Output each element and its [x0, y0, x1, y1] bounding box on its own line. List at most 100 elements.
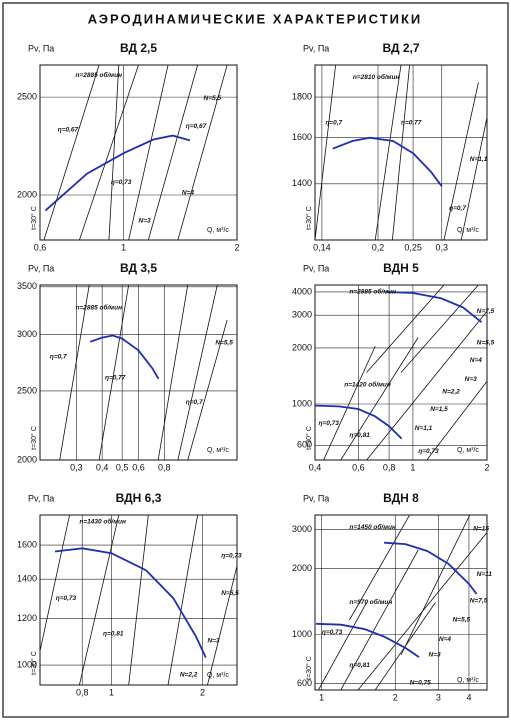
chart: ВДН 5 Pv, Па Q, м³/с t=30° C 0,4 0,6 0,8 1 2 600 1… [292, 261, 495, 472]
plot-frame [314, 514, 488, 691]
annotation: n=970 об/мин [349, 598, 392, 606]
performance-curve [386, 291, 483, 323]
temperature-note: t=30° C [305, 206, 313, 230]
system-lines [315, 65, 487, 240]
system-line [400, 285, 479, 373]
chart-title: ВДН 8 [383, 491, 419, 505]
y-tick-label: 1600 [292, 132, 312, 142]
system-line [366, 285, 445, 373]
system-line [392, 65, 410, 240]
annotation: N=4 [439, 636, 451, 643]
annotation: N=5,5 [477, 339, 495, 346]
annotation: N=1,1 [415, 425, 433, 432]
annotation: η=0,73 [322, 629, 343, 636]
x-tick-label: 0,6 [352, 462, 365, 472]
x-tick-label: 0,4 [309, 462, 322, 472]
annotation: N=2,2 [442, 388, 460, 395]
chart: ВД 3,5 Pv, Па Q, м³/с t=30° C 0,3 0,4 0,5 0,6 0,… [17, 261, 238, 472]
x-axis-label: Q, м³/с [457, 447, 479, 454]
annotation: N=4 [182, 189, 194, 196]
annotation: N=3 [139, 217, 151, 224]
temperature-note: t=30° C [305, 426, 313, 450]
y-tick-label: 2000 [292, 563, 312, 573]
y-axis-label: Pv, Па [303, 43, 329, 53]
x-tick-label: 0,8 [76, 687, 89, 697]
annotation: η=0,67 [58, 126, 79, 133]
y-tick-label: 1400 [17, 574, 37, 584]
y-tick-label: 600 [297, 678, 312, 688]
system-line [366, 310, 487, 460]
system-line [400, 515, 471, 656]
system-lines [59, 285, 228, 460]
annotation: N=7,5 [470, 597, 488, 604]
performance-curve [384, 541, 478, 595]
x-tick-label: 2 [200, 687, 205, 697]
performance-curve [54, 547, 207, 658]
annotation: N=7,5 [477, 308, 495, 315]
chart-title: ВД 3,5 [120, 261, 157, 275]
y-tick-label: 1000 [292, 629, 312, 639]
annotation: N=4 [470, 357, 482, 364]
annotation: η=0,7 [325, 119, 342, 126]
system-line [315, 65, 337, 240]
x-tick-label: 0,8 [383, 462, 396, 472]
annotation: η=0,81 [349, 662, 370, 669]
system-line [460, 117, 487, 240]
system-line [177, 65, 228, 240]
x-tick-label: 0,8 [158, 462, 171, 472]
performance-curve [316, 622, 420, 658]
annotation: n=2810 об/мин [353, 73, 400, 81]
system-line [147, 65, 198, 240]
system-line [40, 515, 70, 652]
x-tick-label: 1 [121, 242, 126, 252]
x-axis-label: Q, м³/с [457, 677, 479, 684]
system-line [443, 82, 479, 240]
system-line [340, 549, 419, 690]
system-line [167, 515, 198, 685]
system-line [426, 381, 487, 460]
y-tick-label: 2000 [17, 454, 37, 464]
system-line [43, 65, 100, 240]
chart-title: ВДН 6,3 [116, 491, 162, 505]
y-tick-label: 1600 [17, 539, 37, 549]
annotation: N=3 [207, 638, 219, 645]
temperature-note: t=30° C [30, 426, 38, 450]
y-tick-label: 2500 [17, 385, 37, 395]
annotation: N=0,75 [410, 680, 432, 687]
annotation: η=0,81 [349, 432, 370, 439]
performance-curve [332, 136, 443, 187]
annotation: η=0,7 [50, 353, 67, 360]
x-tick-label: 0,25 [404, 242, 422, 252]
system-line [340, 337, 419, 460]
temperature-note: t=30° C [30, 651, 38, 675]
annotation: η=0,7 [186, 399, 203, 406]
system-line [128, 515, 149, 685]
y-axis-label: Pv, Па [28, 263, 54, 273]
system-line [157, 285, 189, 460]
system-line [128, 65, 169, 240]
system-lines [318, 515, 487, 690]
x-axis-label: Q, м³/с [207, 227, 229, 234]
chart: ВД 2,5 Pv, Па Q, м³/с t=30° C 0,6 1 2 2000 2500 n… [17, 41, 240, 252]
x-tick-label: 1 [319, 692, 324, 702]
chart-title: ВД 2,5 [120, 41, 157, 55]
annotation: n=2885 об/мин [349, 288, 396, 296]
performance-curve [315, 404, 403, 440]
system-line [187, 319, 228, 460]
annotation: n=2885 об/мин [75, 303, 122, 311]
y-axis-label: Pv, Па [28, 493, 54, 503]
system-line [79, 65, 139, 240]
annotation: n=2885 об/мин [75, 71, 122, 79]
x-tick-label: 3 [436, 692, 441, 702]
annotation: η=0,73 [318, 420, 339, 427]
y-tick-label: 3500 [17, 281, 37, 291]
y-tick-label: 1200 [17, 613, 37, 623]
system-line [374, 65, 402, 240]
annotation: N=15 [473, 526, 489, 533]
plot-frame [314, 284, 488, 461]
performance-curve [89, 334, 160, 380]
annotation: N=11 [477, 571, 493, 578]
system-line [177, 285, 218, 460]
y-tick-label: 4000 [292, 286, 312, 296]
y-axis-label: Pv, Па [28, 43, 54, 53]
